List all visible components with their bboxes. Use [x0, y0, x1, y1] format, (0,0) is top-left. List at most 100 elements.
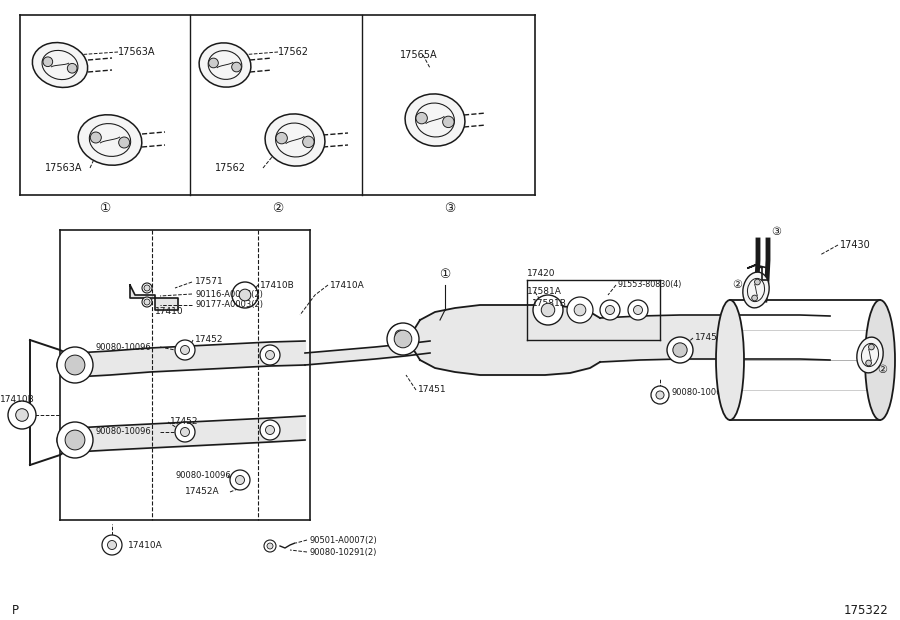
Circle shape	[866, 360, 871, 366]
Text: 17410A: 17410A	[330, 280, 365, 290]
Circle shape	[266, 425, 274, 435]
Ellipse shape	[405, 94, 465, 146]
Circle shape	[57, 422, 93, 458]
Text: 17571: 17571	[195, 278, 224, 286]
Ellipse shape	[266, 114, 325, 166]
Text: 17563A: 17563A	[45, 163, 83, 173]
Circle shape	[15, 409, 28, 422]
Circle shape	[600, 300, 620, 320]
Circle shape	[574, 304, 586, 316]
Text: 90080-10096: 90080-10096	[95, 428, 151, 436]
Text: 17581A: 17581A	[527, 288, 562, 296]
Ellipse shape	[857, 337, 883, 373]
Circle shape	[175, 340, 195, 360]
Circle shape	[416, 112, 428, 124]
Circle shape	[673, 343, 688, 357]
Text: ②: ②	[732, 280, 742, 290]
Text: 90080-10096: 90080-10096	[175, 471, 230, 479]
Circle shape	[102, 535, 122, 555]
Circle shape	[144, 299, 150, 305]
Circle shape	[68, 63, 77, 73]
Circle shape	[144, 285, 150, 291]
Circle shape	[57, 347, 93, 383]
Text: 17451: 17451	[418, 386, 446, 394]
Circle shape	[260, 345, 280, 365]
Ellipse shape	[199, 43, 251, 87]
Polygon shape	[130, 285, 178, 310]
Circle shape	[567, 297, 593, 323]
Text: ①: ①	[439, 268, 451, 281]
Circle shape	[209, 58, 219, 68]
Text: 90080-10291(2): 90080-10291(2)	[310, 547, 377, 557]
Text: 17420: 17420	[527, 268, 555, 278]
Circle shape	[752, 295, 758, 301]
Circle shape	[260, 420, 280, 440]
Text: 17410B: 17410B	[260, 280, 295, 290]
Text: 17562: 17562	[215, 163, 246, 173]
Ellipse shape	[32, 43, 87, 87]
Circle shape	[389, 324, 411, 346]
Circle shape	[533, 295, 563, 325]
Circle shape	[606, 306, 615, 314]
Circle shape	[267, 543, 273, 549]
Ellipse shape	[716, 300, 744, 420]
Circle shape	[181, 345, 190, 355]
Text: 17565A: 17565A	[400, 50, 437, 60]
Text: 90177-A0003(2): 90177-A0003(2)	[195, 301, 263, 309]
Circle shape	[43, 57, 53, 66]
Circle shape	[107, 541, 116, 549]
Circle shape	[65, 430, 85, 450]
Text: 17562: 17562	[278, 47, 309, 57]
Text: ②: ②	[273, 202, 284, 215]
Circle shape	[236, 476, 245, 484]
Circle shape	[651, 386, 669, 404]
Text: 17410: 17410	[155, 308, 184, 316]
Circle shape	[142, 283, 152, 293]
Circle shape	[394, 330, 412, 348]
Text: ③: ③	[445, 202, 455, 215]
Circle shape	[667, 337, 693, 363]
Circle shape	[628, 300, 648, 320]
Ellipse shape	[865, 300, 895, 420]
Text: 90116-A0006(2): 90116-A0006(2)	[195, 290, 263, 298]
Text: 17451A: 17451A	[695, 334, 730, 342]
Text: 17452: 17452	[195, 335, 223, 345]
Circle shape	[302, 136, 314, 148]
Text: 17563A: 17563A	[118, 47, 156, 57]
Circle shape	[231, 62, 241, 72]
Circle shape	[65, 355, 85, 375]
Text: ③: ③	[771, 227, 781, 237]
Text: 17410A: 17410A	[128, 541, 163, 549]
Text: 90080-10064(2): 90080-10064(2)	[672, 389, 740, 397]
Circle shape	[230, 470, 250, 490]
Circle shape	[634, 306, 643, 314]
Circle shape	[8, 401, 36, 429]
Circle shape	[90, 132, 102, 143]
Circle shape	[119, 137, 130, 148]
Text: 91553-80830(4): 91553-80830(4)	[618, 280, 682, 290]
Text: P: P	[12, 603, 19, 616]
Circle shape	[656, 391, 664, 399]
Text: 17581B: 17581B	[532, 298, 567, 308]
Circle shape	[239, 289, 251, 301]
Text: 175322: 175322	[843, 603, 888, 616]
Circle shape	[541, 303, 554, 317]
Text: ①: ①	[99, 202, 111, 215]
Circle shape	[868, 344, 874, 350]
Ellipse shape	[742, 272, 770, 308]
Text: 17452A: 17452A	[185, 487, 220, 497]
Text: 17410B: 17410B	[0, 396, 35, 404]
Text: 17430: 17430	[840, 240, 871, 250]
Text: 90080-10096: 90080-10096	[95, 342, 151, 352]
Circle shape	[264, 540, 276, 552]
Circle shape	[395, 330, 405, 340]
Circle shape	[276, 133, 287, 144]
Circle shape	[387, 323, 419, 355]
Text: ②: ②	[877, 365, 887, 375]
Text: 90501-A0007(2): 90501-A0007(2)	[310, 536, 378, 544]
Circle shape	[232, 282, 258, 308]
Text: 17452: 17452	[170, 417, 199, 427]
Circle shape	[175, 422, 195, 442]
Circle shape	[266, 350, 274, 360]
Circle shape	[142, 297, 152, 307]
